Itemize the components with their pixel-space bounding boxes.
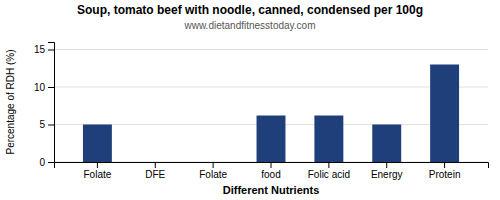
- bar: [257, 116, 286, 163]
- subtitle: www.dietandfitnesstoday.com: [184, 20, 316, 31]
- x-tick-mark: [97, 162, 98, 168]
- x-tick-label: Folate: [84, 169, 112, 180]
- x-axis-line: [55, 163, 489, 169]
- y-tick-label: 5: [39, 119, 45, 130]
- chart-container: Folate DFE Folate food Folic acid Energy Prote…: [0, 0, 500, 200]
- bar: [141, 162, 170, 163]
- x-tick-mark: [386, 162, 387, 168]
- x-tick-mark: [444, 162, 445, 168]
- x-tick: Protein: [429, 162, 461, 180]
- x-tick-mark: [213, 162, 214, 168]
- bar: [83, 125, 112, 163]
- x-axis-title: Different Nutrients: [223, 184, 320, 196]
- y-axis-line: [48, 43, 55, 163]
- bar: [314, 116, 343, 163]
- chart-svg: Folate DFE Folate food Folic acid Energy Prote…: [0, 0, 500, 200]
- plot-area: [83, 65, 459, 163]
- y-tick-label: 10: [34, 82, 46, 93]
- title: Soup, tomato beef with noodle, canned, c…: [77, 3, 423, 17]
- y-tick: 15: [34, 44, 54, 55]
- x-tick: Folate: [199, 162, 227, 180]
- x-tick: Folic acid: [308, 162, 350, 180]
- grid-line: [54, 87, 488, 88]
- bar: [372, 125, 401, 163]
- x-tick: DFE: [145, 162, 165, 180]
- y-tick-label: 0: [39, 157, 45, 168]
- y-tick-mark: [48, 162, 54, 163]
- y-axis-title: Percentage of RDH (%): [5, 49, 16, 154]
- x-tick-label: Folate: [199, 169, 227, 180]
- bar: [430, 65, 459, 163]
- x-tick-mark: [271, 162, 272, 168]
- x-tick: food: [261, 162, 280, 180]
- x-tick-label: Folic acid: [308, 169, 350, 180]
- x-tick-label: DFE: [145, 169, 165, 180]
- x-tick: Energy: [371, 162, 403, 180]
- y-tick: 10: [34, 82, 54, 93]
- x-axis: Folate DFE Folate food Folic acid Energy Prote…: [55, 162, 489, 180]
- x-tick: Folate: [84, 162, 112, 180]
- x-tick-mark: [155, 162, 156, 168]
- y-axis: 0 5 10 15: [34, 43, 55, 168]
- bar: [199, 162, 228, 163]
- y-tick-mark: [48, 50, 54, 51]
- x-tick-label: food: [261, 169, 280, 180]
- grid-line: [54, 49, 488, 50]
- y-tick: 5: [39, 119, 54, 130]
- y-tick-label: 15: [34, 44, 46, 55]
- y-tick-mark: [48, 87, 54, 88]
- y-tick: 0: [39, 157, 54, 168]
- x-tick-label: Energy: [371, 169, 403, 180]
- x-tick-mark: [328, 162, 329, 168]
- x-tick-label: Protein: [429, 169, 461, 180]
- y-tick-mark: [48, 125, 54, 126]
- grid: [54, 50, 488, 163]
